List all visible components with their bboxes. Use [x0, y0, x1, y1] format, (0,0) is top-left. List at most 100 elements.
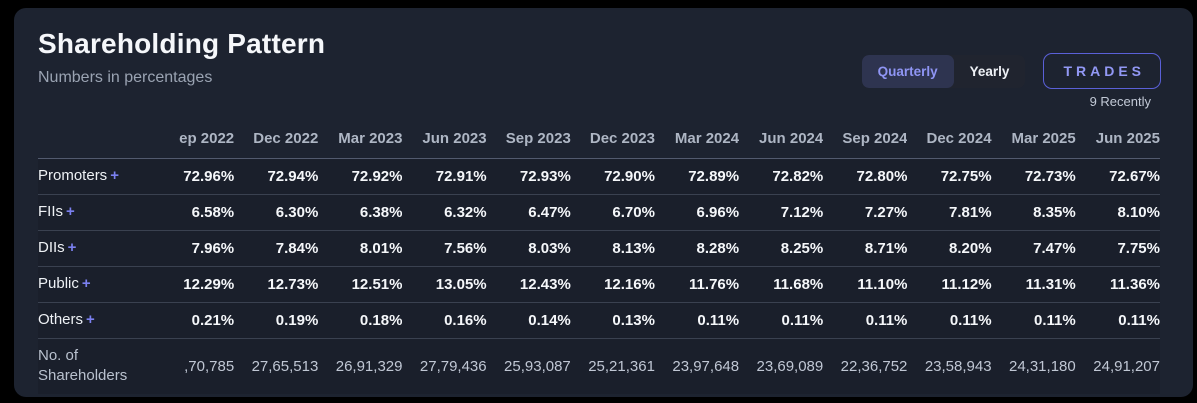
- shareholders-value-cell: 24,31,180: [991, 338, 1076, 394]
- promoters-value-cell: 72.73%: [991, 158, 1076, 194]
- diis-expand-button[interactable]: DIIs +: [38, 239, 76, 256]
- others-value-cell: 0.18%: [318, 302, 403, 338]
- promoters-value-cell: 72.75%: [907, 158, 992, 194]
- expand-plus-icon: +: [66, 203, 75, 220]
- column-header-mar-2024: Mar 2024: [654, 124, 740, 159]
- public-value-cell: 12.51%: [318, 266, 403, 302]
- fiis-value-cell: 6.47%: [486, 194, 571, 230]
- column-header-dec-2024: Dec 2024: [907, 124, 992, 159]
- row-label: DIIs: [38, 239, 65, 256]
- column-header-mar-2025: Mar 2025: [991, 124, 1076, 159]
- public-value-cell: 12.16%: [570, 266, 655, 302]
- period-toggle: Quarterly Yearly: [861, 54, 1026, 88]
- fiis-value-cell: 6.30%: [234, 194, 319, 230]
- row-label-cell-diis: DIIs +: [38, 230, 150, 266]
- column-header-jun-2025: Jun 2025: [1075, 124, 1160, 159]
- public-value-cell: 11.68%: [739, 266, 824, 302]
- expand-plus-icon: +: [81, 275, 91, 292]
- row-label: Others: [38, 311, 84, 328]
- diis-value-cell: 7.47%: [991, 230, 1076, 266]
- title-block: Shareholding Pattern Numbers in percenta…: [38, 28, 325, 87]
- diis-value-cell: 7.56%: [402, 230, 487, 266]
- column-header-ep-2022: ep 2022: [150, 124, 235, 159]
- promoters-value-cell: 72.91%: [402, 158, 487, 194]
- expand-plus-icon: +: [67, 239, 77, 256]
- diis-value-cell: 8.01%: [318, 230, 403, 266]
- row-label-cell-others: Others +: [38, 302, 150, 338]
- table-row-diis: DIIs +7.96% 7.84% 8.01% 7.56% 8.03% 8.13% 8.28%…: [38, 230, 1160, 266]
- fiis-value-cell: 6.70%: [570, 194, 655, 230]
- diis-value-cell: 7.96%: [150, 230, 235, 266]
- trades-button[interactable]: TRADES: [1043, 53, 1161, 89]
- others-value-cell: 0.11%: [739, 302, 824, 338]
- fiis-value-cell: 7.27%: [823, 194, 908, 230]
- fiis-value-cell: 7.12%: [739, 194, 824, 230]
- public-value-cell: 11.31%: [991, 266, 1076, 302]
- others-value-cell: 0.11%: [654, 302, 740, 338]
- public-value-cell: 11.76%: [654, 266, 740, 302]
- trades-recent-count: 9 Recently: [1089, 94, 1151, 109]
- page-title: Shareholding Pattern: [38, 28, 326, 59]
- promoters-value-cell: 72.90%: [570, 158, 655, 194]
- diis-value-cell: 8.13%: [570, 230, 655, 266]
- promoters-value-cell: 72.93%: [486, 158, 571, 194]
- shareholders-value-cell: 25,93,087: [486, 338, 571, 394]
- row-label-shareholders: No. of Shareholders: [38, 338, 150, 394]
- promoters-value-cell: 72.67%: [1075, 158, 1160, 194]
- quarterly-tab[interactable]: Quarterly: [861, 54, 954, 88]
- column-header-mar-2023: Mar 2023: [318, 124, 403, 159]
- shareholders-value-cell: ,70,785: [150, 338, 235, 394]
- others-value-cell: 0.21%: [150, 302, 235, 338]
- others-value-cell: 0.11%: [823, 302, 908, 338]
- promoters-value-cell: 72.96%: [150, 158, 235, 194]
- table-row-shareholders: No. of Shareholders ,70,785 27,65,513 26,91…: [38, 338, 1160, 394]
- fiis-expand-button[interactable]: FIIs +: [38, 203, 75, 220]
- diis-value-cell: 8.25%: [739, 230, 824, 266]
- others-value-cell: 0.16%: [402, 302, 487, 338]
- fiis-value-cell: 6.32%: [402, 194, 487, 230]
- row-label-cell-public: Public +: [38, 266, 150, 302]
- diis-value-cell: 8.03%: [486, 230, 571, 266]
- others-value-cell: 0.11%: [907, 302, 992, 338]
- fiis-value-cell: 8.10%: [1075, 194, 1160, 230]
- shareholders-value-cell: 23,58,943: [907, 338, 992, 394]
- others-value-cell: 0.11%: [991, 302, 1076, 338]
- shareholding-table-container: ep 2022 Dec 2022 Mar 2023 Jun 2023 Sep 2023 D…: [14, 109, 1193, 394]
- table-row-promoters: Promoters + 72.96% 72.94% 72.92% 72.91% 72.93%…: [38, 158, 1160, 194]
- promoters-value-cell: 72.94%: [234, 158, 319, 194]
- row-label-cell-fiis: FIIs +: [38, 194, 150, 230]
- yearly-tab[interactable]: Yearly: [954, 55, 1026, 88]
- table-header-row: ep 2022 Dec 2022 Mar 2023 Jun 2023 Sep 2023 D…: [38, 124, 1160, 159]
- shareholders-value-cell: 23,97,648: [654, 338, 740, 394]
- expand-plus-icon: +: [110, 167, 119, 184]
- shareholders-value-cell: 27,79,436: [402, 338, 487, 394]
- fiis-value-cell: 6.96%: [654, 194, 740, 230]
- page-subtitle: Numbers in percentages: [38, 69, 213, 86]
- public-value-cell: 11.36%: [1075, 266, 1160, 302]
- row-label-cell-promoters: Promoters +: [38, 158, 150, 194]
- public-value-cell: 11.10%: [823, 266, 908, 302]
- diis-value-cell: 8.28%: [654, 230, 740, 266]
- shareholders-value-cell: 24,91,207: [1075, 338, 1160, 394]
- diis-value-cell: 7.75%: [1075, 230, 1160, 266]
- others-value-cell: 0.14%: [486, 302, 571, 338]
- others-value-cell: 0.11%: [1075, 302, 1160, 338]
- diis-value-cell: 8.71%: [823, 230, 908, 266]
- diis-value-cell: 7.84%: [234, 230, 319, 266]
- column-header-sep-2023: Sep 2023: [486, 124, 571, 159]
- public-expand-button[interactable]: Public +: [38, 275, 91, 292]
- shareholders-value-cell: 23,69,089: [739, 338, 824, 394]
- promoters-expand-button[interactable]: Promoters +: [38, 167, 119, 184]
- public-value-cell: 12.43%: [486, 266, 571, 302]
- promoters-value-cell: 72.82%: [739, 158, 824, 194]
- promoters-value-cell: 72.92%: [318, 158, 403, 194]
- promoters-value-cell: 72.89%: [654, 158, 740, 194]
- column-header-sep-2024: Sep 2024: [823, 124, 908, 159]
- others-expand-button[interactable]: Others +: [38, 311, 95, 328]
- column-header-dec-2023: Dec 2023: [570, 124, 655, 159]
- shareholders-value-cell: 27,65,513: [234, 338, 319, 394]
- column-header-jun-2024: Jun 2024: [739, 124, 824, 159]
- header-controls: Quarterly Yearly TRADES 9 Recently: [861, 53, 1161, 109]
- others-value-cell: 0.13%: [570, 302, 655, 338]
- shareholding-card: Shareholding Pattern Numbers in percenta…: [14, 8, 1193, 397]
